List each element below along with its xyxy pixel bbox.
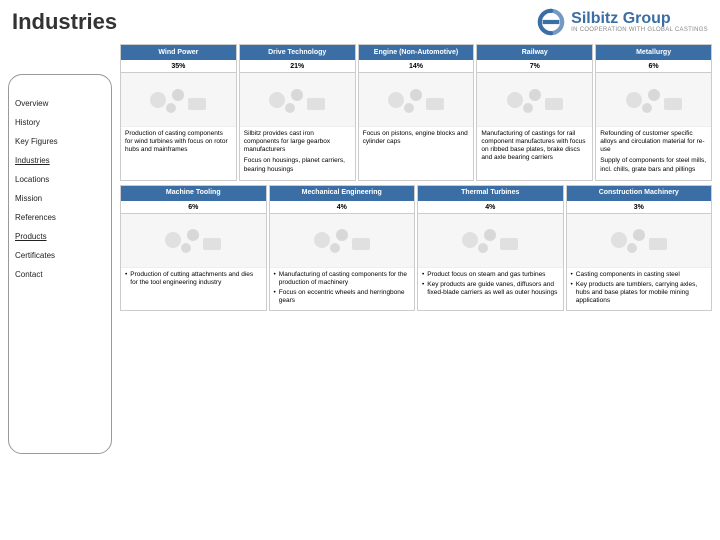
card-desc-text: Manufacturing of castings for rail compo…	[481, 130, 588, 163]
sidebar-item-label: Mission	[15, 194, 42, 203]
sidebar-item-label: Key Figures	[15, 137, 58, 146]
industry-card: Construction Machinery3% Casting componen…	[566, 185, 713, 312]
card-pct: 7%	[477, 61, 592, 73]
card-image	[477, 73, 592, 127]
sidebar-item-mission[interactable]: Mission	[15, 194, 105, 203]
card-title: Metallurgy	[596, 45, 711, 61]
card-title: Mechanical Engineering	[270, 186, 415, 202]
card-title: Machine Tooling	[121, 186, 266, 202]
industry-card: Thermal Turbines4% Product focus on steam…	[417, 185, 564, 312]
industry-card: Drive Technology21% Silbitz provides cast…	[239, 44, 356, 181]
sidebar: Overview History Key Figures Industries …	[8, 74, 112, 454]
card-image	[359, 73, 474, 127]
industry-card: Metallurgy6% Refounding of customer speci…	[595, 44, 712, 181]
card-bullet: Key products are tumblers, carrying axle…	[571, 281, 708, 305]
card-title: Thermal Turbines	[418, 186, 563, 202]
industry-card: Mechanical Engineering4% Manufacturing of…	[269, 185, 416, 312]
logo-name: Silbitz Group	[571, 11, 708, 27]
card-desc-text: Production of casting components for win…	[125, 130, 232, 154]
card-title: Construction Machinery	[567, 186, 712, 202]
card-bullet: Focus on eccentric wheels and herringbon…	[274, 289, 411, 305]
sidebar-item-label: Industries	[15, 156, 50, 165]
sidebar-item-locations[interactable]: Locations	[15, 175, 105, 184]
sidebar-item-certificates[interactable]: Certificates	[15, 251, 105, 260]
card-bullet: Casting components in casting steel	[571, 271, 708, 279]
card-pct: 6%	[596, 61, 711, 73]
card-pct: 6%	[121, 202, 266, 214]
card-desc: Product focus on steam and gas turbines K…	[418, 268, 563, 311]
card-pct: 4%	[418, 202, 563, 214]
card-desc-text: Refounding of customer specific alloys a…	[600, 130, 707, 154]
sidebar-item-contact[interactable]: Contact	[15, 270, 105, 279]
card-pct: 3%	[567, 202, 712, 214]
card-title: Drive Technology	[240, 45, 355, 61]
card-desc: Manufacturing of castings for rail compo…	[477, 127, 592, 180]
card-pct: 14%	[359, 61, 474, 73]
logo-sub: IN COOPERATION WITH GLOBAL CASTINGS	[571, 27, 708, 33]
industry-card: Railway7% Manufacturing of castings for r…	[476, 44, 593, 181]
card-image	[121, 73, 236, 127]
sidebar-item-references[interactable]: References	[15, 213, 105, 222]
card-desc: Production of cutting attachments and di…	[121, 268, 266, 311]
card-pct: 4%	[270, 202, 415, 214]
logo-icon	[537, 8, 565, 36]
sidebar-item-label: References	[15, 213, 56, 222]
sidebar-item-label: Overview	[15, 99, 48, 108]
industry-card: Engine (Non-Automotive)14% Focus on pisto…	[358, 44, 475, 181]
row-bottom: Machine Tooling6% Production of cutting a…	[120, 185, 712, 312]
sidebar-item-label: Locations	[15, 175, 49, 184]
sidebar-item-label: Contact	[15, 270, 43, 279]
card-desc-text: Supply of components for steel mills, in…	[600, 157, 707, 173]
sidebar-item-products[interactable]: Products	[15, 232, 105, 241]
card-image	[596, 73, 711, 127]
card-image	[418, 214, 563, 268]
sidebar-item-label: Certificates	[15, 251, 55, 260]
sidebar-item-label: History	[15, 118, 40, 127]
card-desc: Production of casting components for win…	[121, 127, 236, 180]
card-title: Engine (Non-Automotive)	[359, 45, 474, 61]
card-desc: Casting components in casting steel Key p…	[567, 268, 712, 311]
row-top: Wind Power35% Production of casting compo…	[120, 44, 712, 181]
card-title: Railway	[477, 45, 592, 61]
logo: Silbitz Group IN COOPERATION WITH GLOBAL…	[537, 8, 708, 36]
industry-card: Wind Power35% Production of casting compo…	[120, 44, 237, 181]
page-title: Industries	[12, 9, 117, 35]
card-desc-text: Focus on pistons, engine blocks and cyli…	[363, 130, 470, 146]
card-image	[240, 73, 355, 127]
card-pct: 21%	[240, 61, 355, 73]
card-desc-text: Silbitz provides cast iron components fo…	[244, 130, 351, 154]
sidebar-item-label: Products	[15, 232, 47, 241]
card-pct: 35%	[121, 61, 236, 73]
card-image	[567, 214, 712, 268]
industry-card: Machine Tooling6% Production of cutting a…	[120, 185, 267, 312]
card-desc: Manufacturing of casting components for …	[270, 268, 415, 311]
card-bullet: Manufacturing of casting components for …	[274, 271, 411, 287]
card-bullet: Key products are guide vanes, diffusors …	[422, 281, 559, 297]
card-bullet: Product focus on steam and gas turbines	[422, 271, 559, 279]
content: Wind Power35% Production of casting compo…	[120, 44, 712, 454]
sidebar-item-overview[interactable]: Overview	[15, 99, 105, 108]
card-desc-text: Focus on housings, planet carriers, bear…	[244, 157, 351, 173]
card-desc: Focus on pistons, engine blocks and cyli…	[359, 127, 474, 180]
card-image	[270, 214, 415, 268]
sidebar-item-key-figures[interactable]: Key Figures	[15, 137, 105, 146]
card-desc: Silbitz provides cast iron components fo…	[240, 127, 355, 180]
sidebar-item-history[interactable]: History	[15, 118, 105, 127]
card-title: Wind Power	[121, 45, 236, 61]
card-image	[121, 214, 266, 268]
sidebar-item-industries[interactable]: Industries	[15, 156, 105, 165]
card-bullet: Production of cutting attachments and di…	[125, 271, 262, 287]
card-desc: Refounding of customer specific alloys a…	[596, 127, 711, 180]
